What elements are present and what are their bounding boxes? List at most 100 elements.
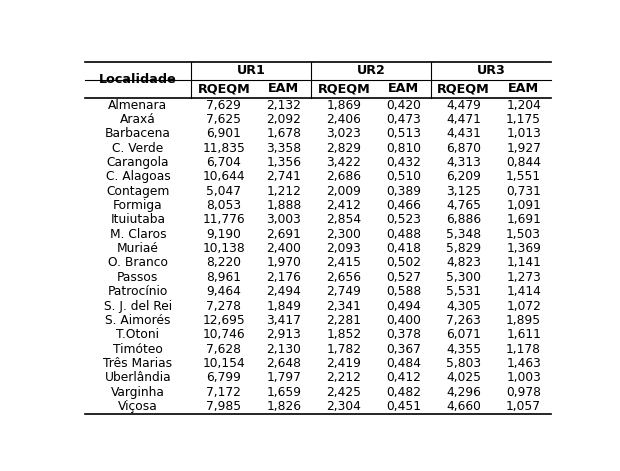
- Text: 2,406: 2,406: [326, 113, 361, 126]
- Text: 5,531: 5,531: [446, 285, 481, 298]
- Text: 0,484: 0,484: [386, 357, 421, 370]
- Text: 6,886: 6,886: [446, 213, 481, 227]
- Text: 1,970: 1,970: [267, 257, 301, 269]
- Text: 3,417: 3,417: [267, 314, 301, 327]
- Text: 7,278: 7,278: [206, 300, 241, 313]
- Text: 5,803: 5,803: [446, 357, 481, 370]
- Text: 1,072: 1,072: [506, 300, 541, 313]
- Text: 2,829: 2,829: [326, 142, 361, 154]
- Text: 2,009: 2,009: [326, 185, 361, 198]
- Text: 5,300: 5,300: [446, 271, 481, 284]
- Text: 6,901: 6,901: [206, 127, 241, 140]
- Text: 4,431: 4,431: [446, 127, 481, 140]
- Text: 9,464: 9,464: [206, 285, 241, 298]
- Text: 9,190: 9,190: [206, 228, 241, 241]
- Text: Localidade: Localidade: [99, 73, 177, 86]
- Text: 3,023: 3,023: [326, 127, 361, 140]
- Text: 1,678: 1,678: [267, 127, 301, 140]
- Text: Patrocínio: Patrocínio: [108, 285, 168, 298]
- Text: 0,482: 0,482: [386, 386, 421, 399]
- Text: 1,356: 1,356: [267, 156, 301, 169]
- Text: 6,704: 6,704: [206, 156, 241, 169]
- Text: 5,047: 5,047: [206, 185, 241, 198]
- Text: EAM: EAM: [388, 82, 419, 96]
- Text: 2,656: 2,656: [326, 271, 361, 284]
- Text: O. Branco: O. Branco: [108, 257, 168, 269]
- Text: 3,422: 3,422: [326, 156, 361, 169]
- Text: 4,823: 4,823: [446, 257, 481, 269]
- Text: RQEQM: RQEQM: [317, 82, 370, 96]
- Text: 1,826: 1,826: [267, 400, 301, 413]
- Text: 1,888: 1,888: [266, 199, 301, 212]
- Text: 0,494: 0,494: [386, 300, 421, 313]
- Text: 0,451: 0,451: [386, 400, 421, 413]
- Text: 1,141: 1,141: [506, 257, 541, 269]
- Text: UR2: UR2: [356, 65, 386, 77]
- Text: 1,869: 1,869: [326, 98, 361, 112]
- Text: Ituiutaba: Ituiutaba: [110, 213, 166, 227]
- Text: 2,130: 2,130: [267, 342, 301, 356]
- Text: Varginha: Varginha: [111, 386, 165, 399]
- Text: 0,844: 0,844: [506, 156, 541, 169]
- Text: C. Alagoas: C. Alagoas: [105, 171, 170, 183]
- Text: S. Aimorés: S. Aimorés: [105, 314, 170, 327]
- Text: 1,463: 1,463: [506, 357, 541, 370]
- Text: S. J. del Rei: S. J. del Rei: [104, 300, 172, 313]
- Text: 1,003: 1,003: [506, 371, 541, 384]
- Text: M. Claros: M. Claros: [110, 228, 166, 241]
- Text: 1,273: 1,273: [506, 271, 541, 284]
- Text: 4,305: 4,305: [446, 300, 481, 313]
- Text: 1,849: 1,849: [267, 300, 301, 313]
- Text: 0,731: 0,731: [506, 185, 541, 198]
- Text: Passos: Passos: [117, 271, 159, 284]
- Text: 2,093: 2,093: [326, 242, 361, 255]
- Text: 2,494: 2,494: [267, 285, 301, 298]
- Text: 0,510: 0,510: [386, 171, 421, 183]
- Text: 0,418: 0,418: [386, 242, 421, 255]
- Text: RQEQM: RQEQM: [198, 82, 250, 96]
- Text: 0,420: 0,420: [386, 98, 421, 112]
- Text: 1,212: 1,212: [267, 185, 301, 198]
- Text: 5,348: 5,348: [446, 228, 481, 241]
- Text: 1,895: 1,895: [506, 314, 541, 327]
- Text: 7,628: 7,628: [206, 342, 241, 356]
- Text: 1,551: 1,551: [506, 171, 541, 183]
- Text: 8,220: 8,220: [206, 257, 241, 269]
- Text: 1,797: 1,797: [267, 371, 301, 384]
- Text: Contagem: Contagem: [106, 185, 170, 198]
- Text: 2,419: 2,419: [326, 357, 361, 370]
- Text: 2,854: 2,854: [326, 213, 361, 227]
- Text: Três Marias: Três Marias: [104, 357, 172, 370]
- Text: RQEQM: RQEQM: [437, 82, 490, 96]
- Text: 4,471: 4,471: [446, 113, 481, 126]
- Text: Uberlândia: Uberlândia: [105, 371, 171, 384]
- Text: 0,378: 0,378: [386, 328, 421, 341]
- Text: Viçosa: Viçosa: [118, 400, 158, 413]
- Text: 2,300: 2,300: [326, 228, 361, 241]
- Text: 0,432: 0,432: [386, 156, 421, 169]
- Text: 11,776: 11,776: [203, 213, 246, 227]
- Text: 2,176: 2,176: [267, 271, 301, 284]
- Text: 1,175: 1,175: [506, 113, 541, 126]
- Text: 2,749: 2,749: [326, 285, 361, 298]
- Text: 4,355: 4,355: [446, 342, 481, 356]
- Text: 0,488: 0,488: [386, 228, 422, 241]
- Text: Muriaé: Muriaé: [117, 242, 159, 255]
- Text: Araxá: Araxá: [120, 113, 156, 126]
- Text: 11,835: 11,835: [203, 142, 246, 154]
- Text: 6,870: 6,870: [446, 142, 481, 154]
- Text: 8,053: 8,053: [206, 199, 241, 212]
- Text: C. Verde: C. Verde: [112, 142, 164, 154]
- Text: 6,071: 6,071: [446, 328, 481, 341]
- Text: 2,412: 2,412: [326, 199, 361, 212]
- Text: 2,304: 2,304: [326, 400, 361, 413]
- Text: EAM: EAM: [508, 82, 539, 96]
- Text: 6,799: 6,799: [206, 371, 241, 384]
- Text: 2,281: 2,281: [326, 314, 361, 327]
- Text: 1,927: 1,927: [506, 142, 541, 154]
- Text: 0,513: 0,513: [386, 127, 421, 140]
- Text: 0,400: 0,400: [386, 314, 421, 327]
- Text: 6,209: 6,209: [446, 171, 481, 183]
- Text: 1,178: 1,178: [506, 342, 541, 356]
- Text: EAM: EAM: [268, 82, 299, 96]
